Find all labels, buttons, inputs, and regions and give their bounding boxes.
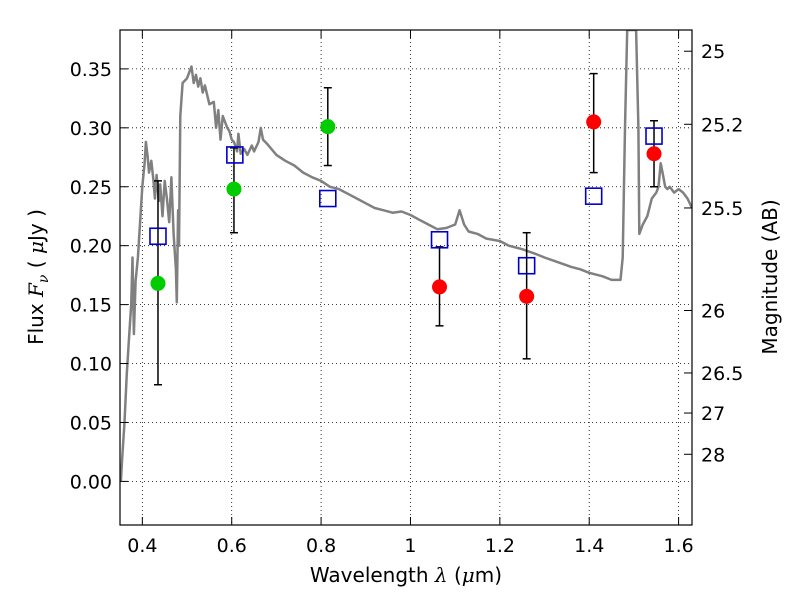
y-tick-label: 0.25 (70, 177, 112, 199)
y2-tick-label: 27 (701, 403, 725, 425)
y-tick-label: 0.30 (70, 118, 112, 140)
y-tick-label: 0.10 (70, 354, 112, 376)
blue-model-point (584, 187, 603, 205)
y2-tick-label: 25.2 (701, 114, 743, 136)
x-tick-label: 0.6 (217, 535, 247, 557)
grid (120, 30, 692, 525)
y2-tick-label: 25.5 (701, 198, 743, 220)
x-tick-label: 1.4 (574, 535, 604, 557)
blue-model-points (149, 127, 663, 275)
y2-axis-label: Magnitude (AB) (758, 199, 782, 354)
tick-marks (120, 30, 692, 525)
blue-model-point (226, 146, 244, 164)
y2-tick-label: 28 (701, 444, 725, 466)
y2-tick-label: 26.5 (701, 363, 743, 385)
green-data-point (150, 275, 166, 291)
green-observed-points (150, 119, 336, 291)
blue-model-point (645, 127, 663, 145)
green-data-point (226, 181, 242, 197)
red-observed-points (432, 114, 662, 304)
green-data-point (320, 119, 336, 135)
y-tick-label: 0.15 (70, 295, 112, 317)
plot-area (120, 30, 692, 482)
blue-model-point (149, 227, 167, 246)
y-tick-label: 0.05 (70, 412, 112, 434)
y2-tick-label: 26 (701, 301, 725, 323)
x-tick-label: 0.4 (127, 535, 157, 557)
x-axis-label: Wavelength λ (μm) (310, 563, 502, 587)
blue-model-point (318, 189, 337, 208)
x-tick-labels: 0.4 0.6 0.8 1 1.2 1.4 1.6 (127, 535, 693, 557)
red-data-point (586, 114, 602, 130)
x-tick-label: 1.2 (485, 535, 515, 557)
red-data-point (432, 279, 448, 295)
y2-tick-labels: 25 25.2 25.5 26 26.5 27 28 (701, 41, 743, 466)
model-spectrum-line (120, 30, 692, 482)
y-tick-labels: 0.00 0.05 0.10 0.15 0.20 0.25 0.30 0.35 (70, 59, 112, 493)
x-tick-label: 0.8 (306, 535, 336, 557)
blue-model-point (517, 256, 536, 275)
red-data-point (646, 146, 662, 162)
plot-frame (119, 29, 693, 526)
y-tick-label: 0.35 (70, 59, 112, 81)
y-axis-label: Flux Fν ( μJy ) (24, 209, 52, 345)
red-data-point (519, 288, 535, 304)
x-tick-label: 1 (404, 535, 416, 557)
y-tick-label: 0.20 (70, 236, 112, 258)
y2-tick-label: 25 (701, 41, 725, 63)
x-tick-label: 1.6 (663, 535, 693, 557)
blue-model-point (430, 230, 449, 249)
y-tick-label: 0.00 (70, 471, 112, 493)
